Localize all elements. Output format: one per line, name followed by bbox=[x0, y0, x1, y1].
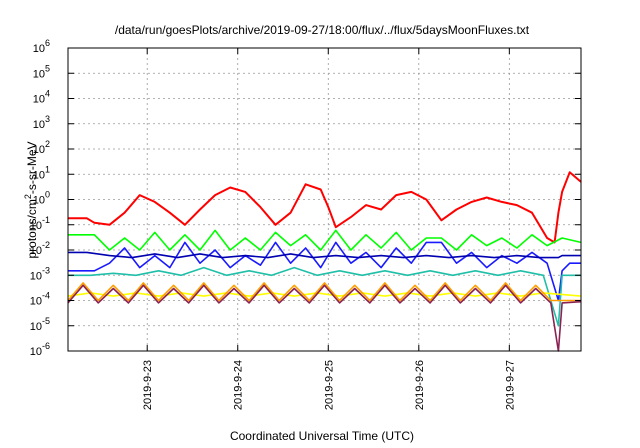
y-axis-label-sup: 2 bbox=[23, 194, 33, 199]
y-tick-label: 106 bbox=[33, 38, 50, 55]
chart-title: /data/run/goesPlots/archive/2019-09-27/1… bbox=[115, 23, 530, 37]
y-axis-label-rest: -s-sr-MeV bbox=[25, 141, 39, 194]
series-layer bbox=[67, 171, 582, 352]
y-axis-label-main: protons/cm bbox=[25, 199, 39, 258]
grid bbox=[68, 48, 581, 351]
x-tick-label: 2019-9-27 bbox=[504, 360, 516, 410]
x-axis-ticks: 2019-9-23 2019-9-24 2019-9-25 2019-9-26 2019… bbox=[142, 48, 516, 410]
y-tick-label: 101 bbox=[33, 164, 50, 181]
y-tick-label: 100 bbox=[33, 190, 50, 207]
y-axis-label: protons/cm2-s-sr-MeV bbox=[23, 141, 39, 258]
y-tick-label: 10-5 bbox=[30, 316, 50, 333]
y-tick-label: 105 bbox=[33, 63, 50, 80]
series-line-3 bbox=[68, 241, 581, 302]
series-line-5 bbox=[68, 266, 581, 327]
series-line-4 bbox=[68, 251, 581, 259]
x-tick-label: 2019-9-24 bbox=[233, 360, 245, 410]
y-tick-label: 10-3 bbox=[30, 265, 50, 282]
y-tick-label: 10-1 bbox=[30, 215, 50, 232]
x-tick-label: 2019-9-25 bbox=[323, 360, 335, 410]
series-line-2 bbox=[68, 229, 582, 251]
series-line-7 bbox=[67, 282, 581, 302]
x-tick-label: 2019-9-23 bbox=[142, 360, 154, 410]
series-line-1 bbox=[68, 171, 582, 244]
y-tick-label: 10-4 bbox=[30, 291, 50, 308]
y-tick-label: 103 bbox=[33, 114, 50, 131]
y-axis-ticks: 10-6 10-5 10-4 10-3 10-2 10-1 100 101 102 103 104 1… bbox=[30, 38, 581, 358]
y-tick-label: 10-6 bbox=[30, 341, 50, 358]
y-tick-label: 10-2 bbox=[30, 240, 50, 257]
x-tick-label: 2019-9-26 bbox=[414, 360, 426, 410]
x-axis-label: Coordinated Universal Time (UTC) bbox=[230, 429, 414, 443]
y-tick-label: 102 bbox=[33, 139, 50, 156]
series-line-8 bbox=[67, 284, 582, 352]
series-line-6 bbox=[67, 292, 582, 297]
y-tick-label: 104 bbox=[33, 89, 50, 106]
